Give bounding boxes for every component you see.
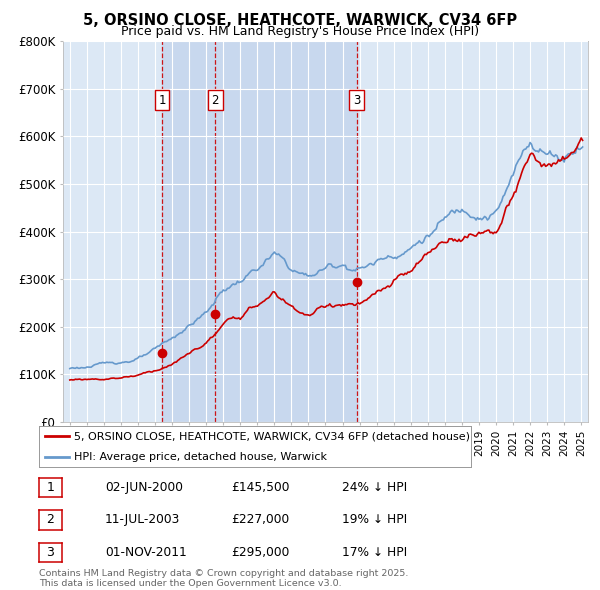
Text: 5, ORSINO CLOSE, HEATHCOTE, WARWICK, CV34 6FP (detached house): 5, ORSINO CLOSE, HEATHCOTE, WARWICK, CV3… (74, 431, 470, 441)
Text: HPI: Average price, detached house, Warwick: HPI: Average price, detached house, Warw… (74, 452, 326, 462)
Text: £145,500: £145,500 (231, 481, 290, 494)
Text: Price paid vs. HM Land Registry's House Price Index (HPI): Price paid vs. HM Land Registry's House … (121, 25, 479, 38)
Text: £295,000: £295,000 (231, 546, 289, 559)
Text: 3: 3 (353, 94, 361, 107)
Text: 02-JUN-2000: 02-JUN-2000 (105, 481, 183, 494)
Text: 19% ↓ HPI: 19% ↓ HPI (342, 513, 407, 526)
Text: 3: 3 (46, 546, 55, 559)
Text: 11-JUL-2003: 11-JUL-2003 (105, 513, 181, 526)
Text: 01-NOV-2011: 01-NOV-2011 (105, 546, 187, 559)
Text: 1: 1 (46, 481, 55, 494)
Text: 1: 1 (158, 94, 166, 107)
Text: £227,000: £227,000 (231, 513, 289, 526)
Bar (162, 41, 356, 422)
Text: 17% ↓ HPI: 17% ↓ HPI (342, 546, 407, 559)
Text: 2: 2 (46, 513, 55, 526)
Text: 5, ORSINO CLOSE, HEATHCOTE, WARWICK, CV34 6FP: 5, ORSINO CLOSE, HEATHCOTE, WARWICK, CV3… (83, 13, 517, 28)
Text: 24% ↓ HPI: 24% ↓ HPI (342, 481, 407, 494)
Text: 2: 2 (211, 94, 219, 107)
Text: Contains HM Land Registry data © Crown copyright and database right 2025.
This d: Contains HM Land Registry data © Crown c… (39, 569, 409, 588)
